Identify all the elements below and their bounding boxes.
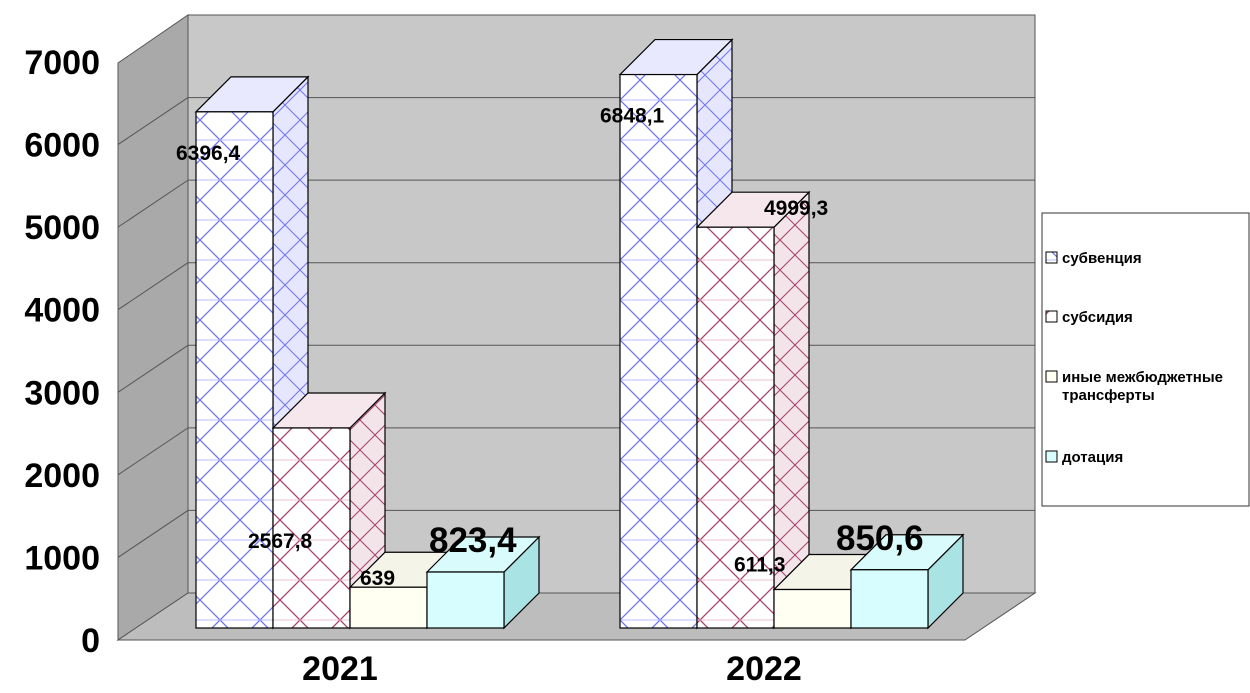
legend-swatch — [1045, 370, 1058, 383]
gridline-side — [117, 262, 189, 311]
bar-front — [349, 586, 428, 629]
data-label: 6396,4 — [176, 142, 241, 165]
data-label: 6848,1 — [600, 105, 665, 128]
gridline-side — [117, 510, 189, 558]
legend-label: иные межбюджетные — [1062, 369, 1223, 386]
y-tick-label: 5000 — [24, 209, 100, 247]
legend: субвенция субсидия иные межбюджетныетрансф… — [1041, 212, 1250, 507]
legend-label: субвенция — [1062, 250, 1142, 267]
y-tick-label: 2000 — [24, 457, 100, 495]
y-tick-label: 0 — [81, 622, 100, 660]
y-tick-label: 1000 — [24, 539, 100, 577]
legend-swatch — [1045, 251, 1058, 264]
legend-label: субсидия — [1062, 309, 1133, 326]
legend-item: субсидия — [1045, 309, 1133, 326]
legend-box — [1041, 212, 1250, 507]
data-label: 4999,3 — [764, 197, 828, 220]
bar-front — [619, 73, 698, 629]
y-tick-label: 3000 — [24, 374, 100, 412]
y-tick-label: 6000 — [24, 127, 100, 165]
y-tick-label: 7000 — [24, 44, 100, 82]
gridline-side — [117, 97, 189, 145]
legend-item: субвенция — [1045, 250, 1142, 267]
bar-субсидия-2022 — [695, 190, 811, 630]
legend-swatch — [1045, 310, 1058, 323]
x-category-label: 2021 — [302, 650, 378, 688]
data-label: 639 — [360, 567, 395, 590]
y-tick-label: 4000 — [24, 292, 100, 330]
gridline-side — [117, 179, 189, 228]
bar-front — [696, 226, 775, 629]
data-labels: 6396,4 2567,8 639 823,4 6848,1 4999,3 611,3 850… — [176, 105, 924, 591]
data-label: 850,6 — [836, 519, 924, 558]
legend-item: дотация — [1045, 449, 1123, 466]
gridline-side — [117, 344, 189, 393]
x-axis-category-labels: 2021 2022 — [302, 650, 802, 688]
legend-label-line2: трансферты — [1062, 387, 1155, 404]
bar-front — [195, 111, 274, 629]
x-category-label: 2022 — [726, 650, 802, 688]
bars — [194, 38, 965, 630]
bar-дотация-2021 — [425, 535, 541, 630]
bar-front — [773, 588, 852, 629]
bar-front — [272, 427, 351, 629]
bar-front — [426, 571, 505, 629]
data-label: 823,4 — [429, 521, 517, 560]
data-label: 2567,8 — [248, 530, 313, 553]
y-axis-tick-labels: 0 1000 2000 3000 4000 5000 6000 7000 — [24, 44, 100, 660]
bar-front — [850, 569, 929, 629]
legend-swatch — [1045, 450, 1058, 463]
legend-label: дотация — [1062, 449, 1123, 466]
bar-дотация-2022 — [849, 533, 965, 630]
bar-субвенция-2021 — [194, 75, 310, 630]
gridline-side — [117, 427, 189, 476]
left-wall — [117, 14, 189, 641]
data-label: 611,3 — [734, 554, 785, 577]
